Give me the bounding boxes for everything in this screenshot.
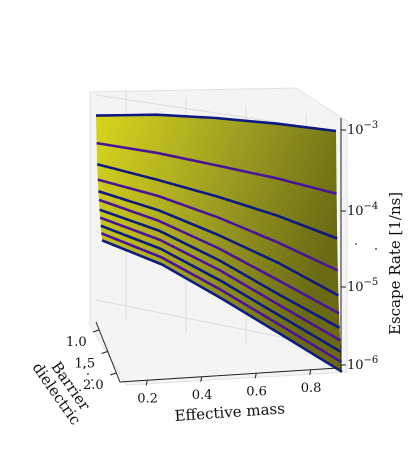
- z-ticks: 10−3 10−4 10−5 10−6: [341, 120, 378, 373]
- series-line: [97, 178, 339, 272]
- z-tick-dot: [375, 248, 377, 250]
- y-tick-mark: [92, 329, 100, 333]
- x-tick-label: 0.4: [192, 388, 213, 403]
- y-tick-label: 2.0: [83, 378, 104, 393]
- series-line: [98, 190, 340, 297]
- x-tick-mark: [309, 369, 312, 375]
- z-axis-label: Escape Rate [1/ns]: [386, 192, 404, 335]
- series-line: [100, 232, 343, 364]
- y-tick-mark: [109, 372, 117, 376]
- series-line: [100, 224, 342, 353]
- x-tick-label: 0.6: [246, 384, 267, 399]
- y-tick-dot: [83, 367, 85, 369]
- series-line: [99, 216, 341, 342]
- series-line: [98, 198, 340, 315]
- x-axis-line: [119, 367, 339, 383]
- x-tick-label: 0.8: [301, 381, 322, 396]
- z-tick-label: 10−6: [347, 355, 378, 373]
- x-ticks: 0.2 0.4 0.6 0.8: [137, 369, 322, 406]
- y-tick-dot: [91, 379, 93, 381]
- series-lines: [95, 113, 343, 373]
- x-axis-label: Effective mass: [174, 399, 285, 425]
- z-tick-label: 10−3: [347, 120, 378, 138]
- y-tick-label: 1.0: [66, 335, 87, 350]
- series-line: [99, 208, 341, 329]
- x-tick-label: 0.2: [137, 391, 158, 406]
- z-tick-label: 10−4: [347, 201, 378, 219]
- series-line: [96, 141, 337, 196]
- x-tick-mark: [254, 373, 257, 379]
- y-tick-label: 1.5: [75, 357, 96, 372]
- z-tick-label: 10−5: [347, 277, 378, 295]
- y-axis-line: [95, 321, 121, 383]
- series-line: [96, 163, 338, 240]
- x-tick-mark: [200, 376, 203, 382]
- axes: [95, 118, 342, 383]
- y-ticks: 1.0 1.5 2.0: [66, 329, 117, 393]
- z-tick-dot: [355, 243, 357, 245]
- y-tick-dot: [87, 373, 89, 375]
- y-tick-mark: [101, 351, 108, 354]
- series-line: [95, 113, 337, 133]
- x-tick-mark: [145, 380, 148, 386]
- series-line: [101, 239, 343, 373]
